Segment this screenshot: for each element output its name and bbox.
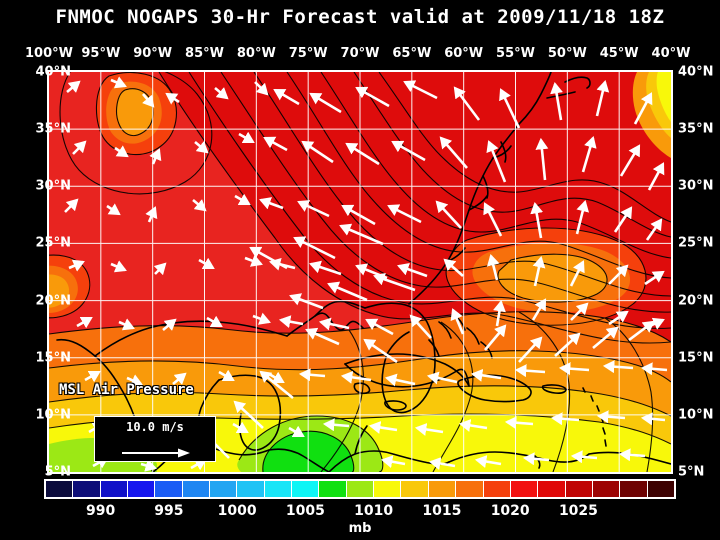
lat-tick-label-right: 35°N	[678, 121, 714, 137]
colorbar-swatch	[620, 481, 648, 497]
lat-tick-label-right: 20°N	[678, 293, 714, 309]
lat-tick-label-right: 30°N	[678, 178, 714, 194]
field-label: MSL Air Pressure	[59, 382, 194, 398]
lon-tick-label: 100°W	[25, 46, 73, 61]
lat-tick-label-left: 5°N	[44, 464, 71, 480]
lat-tick-label-left: 15°N	[35, 350, 71, 366]
colorbar-swatch	[592, 481, 621, 497]
lon-tick-label: 80°W	[236, 46, 276, 61]
lat-tick-label-left: 25°N	[35, 235, 71, 251]
colorbar-tick-label: 1020	[490, 503, 530, 519]
colorbar-swatch	[483, 481, 511, 497]
lon-tick-label: 55°W	[496, 46, 535, 61]
lat-tick-label-right: 25°N	[678, 235, 714, 251]
lon-tick-label: 45°W	[599, 46, 639, 61]
colorbar	[44, 479, 676, 499]
colorbar-tick-label: 1010	[354, 503, 394, 519]
lon-tick-label: 75°W	[288, 46, 328, 61]
colorbar-swatch	[264, 481, 293, 497]
map-render	[49, 72, 671, 472]
lon-tick-label: 40°W	[651, 46, 691, 61]
colorbar-tick-label: 1025	[558, 503, 598, 519]
colorbar-swatch	[374, 481, 402, 497]
vector-scale-legend: 10.0 m/s	[94, 416, 216, 462]
lat-tick-label-right: 15°N	[678, 350, 714, 366]
colorbar-swatch	[292, 481, 320, 497]
colorbar-tick-label: 1000	[217, 503, 257, 519]
colorbar-tick-label: 1015	[422, 503, 462, 519]
colorbar-swatch	[510, 481, 539, 497]
colorbar-swatch	[100, 481, 129, 497]
colorbar-swatch	[46, 481, 74, 497]
lat-tick-label-left: 20°N	[35, 293, 71, 309]
lon-tick-label: 65°W	[392, 46, 432, 61]
colorbar-tick-label: 995	[154, 503, 184, 519]
colorbar-tick-label: 1005	[285, 503, 325, 519]
lat-tick-label-right: 10°N	[678, 407, 714, 423]
colorbar-swatch	[538, 481, 566, 497]
lon-tick-label: 95°W	[81, 46, 121, 61]
colorbar-swatch	[456, 481, 484, 497]
lon-tick-label: 70°W	[340, 46, 380, 61]
vector-scale-arrow-icon	[122, 448, 190, 458]
colorbar-swatch	[428, 481, 457, 497]
colorbar-swatch	[237, 481, 265, 497]
lon-tick-label: 60°W	[444, 46, 484, 61]
colorbar-unit: mb	[348, 521, 372, 536]
colorbar-tick-label: 990	[85, 503, 116, 519]
lat-tick-label-right: 40°N	[678, 64, 714, 80]
map-canvas: MSL Air Pressure 10.0 m/s	[49, 72, 671, 472]
lat-tick-label-left: 35°N	[35, 121, 71, 137]
colorbar-swatch	[210, 481, 238, 497]
lat-tick-label-left: 10°N	[35, 407, 71, 423]
colorbar-swatch	[565, 481, 593, 497]
lat-tick-label-left: 30°N	[35, 178, 71, 194]
colorbar-swatch	[346, 481, 375, 497]
colorbar-swatch	[155, 481, 183, 497]
colorbar-swatch	[319, 481, 347, 497]
colorbar-swatch	[128, 481, 156, 497]
colorbar-swatch	[73, 481, 101, 497]
lon-tick-label: 90°W	[133, 46, 173, 61]
lon-tick-label: 85°W	[185, 46, 224, 61]
colorbar-swatch	[182, 481, 211, 497]
lat-tick-label-right: 5°N	[678, 464, 705, 480]
lon-tick-label: 50°W	[547, 46, 587, 61]
colorbar-swatch	[647, 481, 674, 497]
vector-scale-value: 10.0 m/s	[126, 420, 184, 434]
map-plot-area: MSL Air Pressure 10.0 m/s	[47, 70, 673, 474]
lat-tick-label-left: 40°N	[35, 64, 71, 80]
figure-title: FNMOC NOGAPS 30-Hr Forecast valid at 200…	[55, 6, 665, 28]
colorbar-swatch	[401, 481, 429, 497]
